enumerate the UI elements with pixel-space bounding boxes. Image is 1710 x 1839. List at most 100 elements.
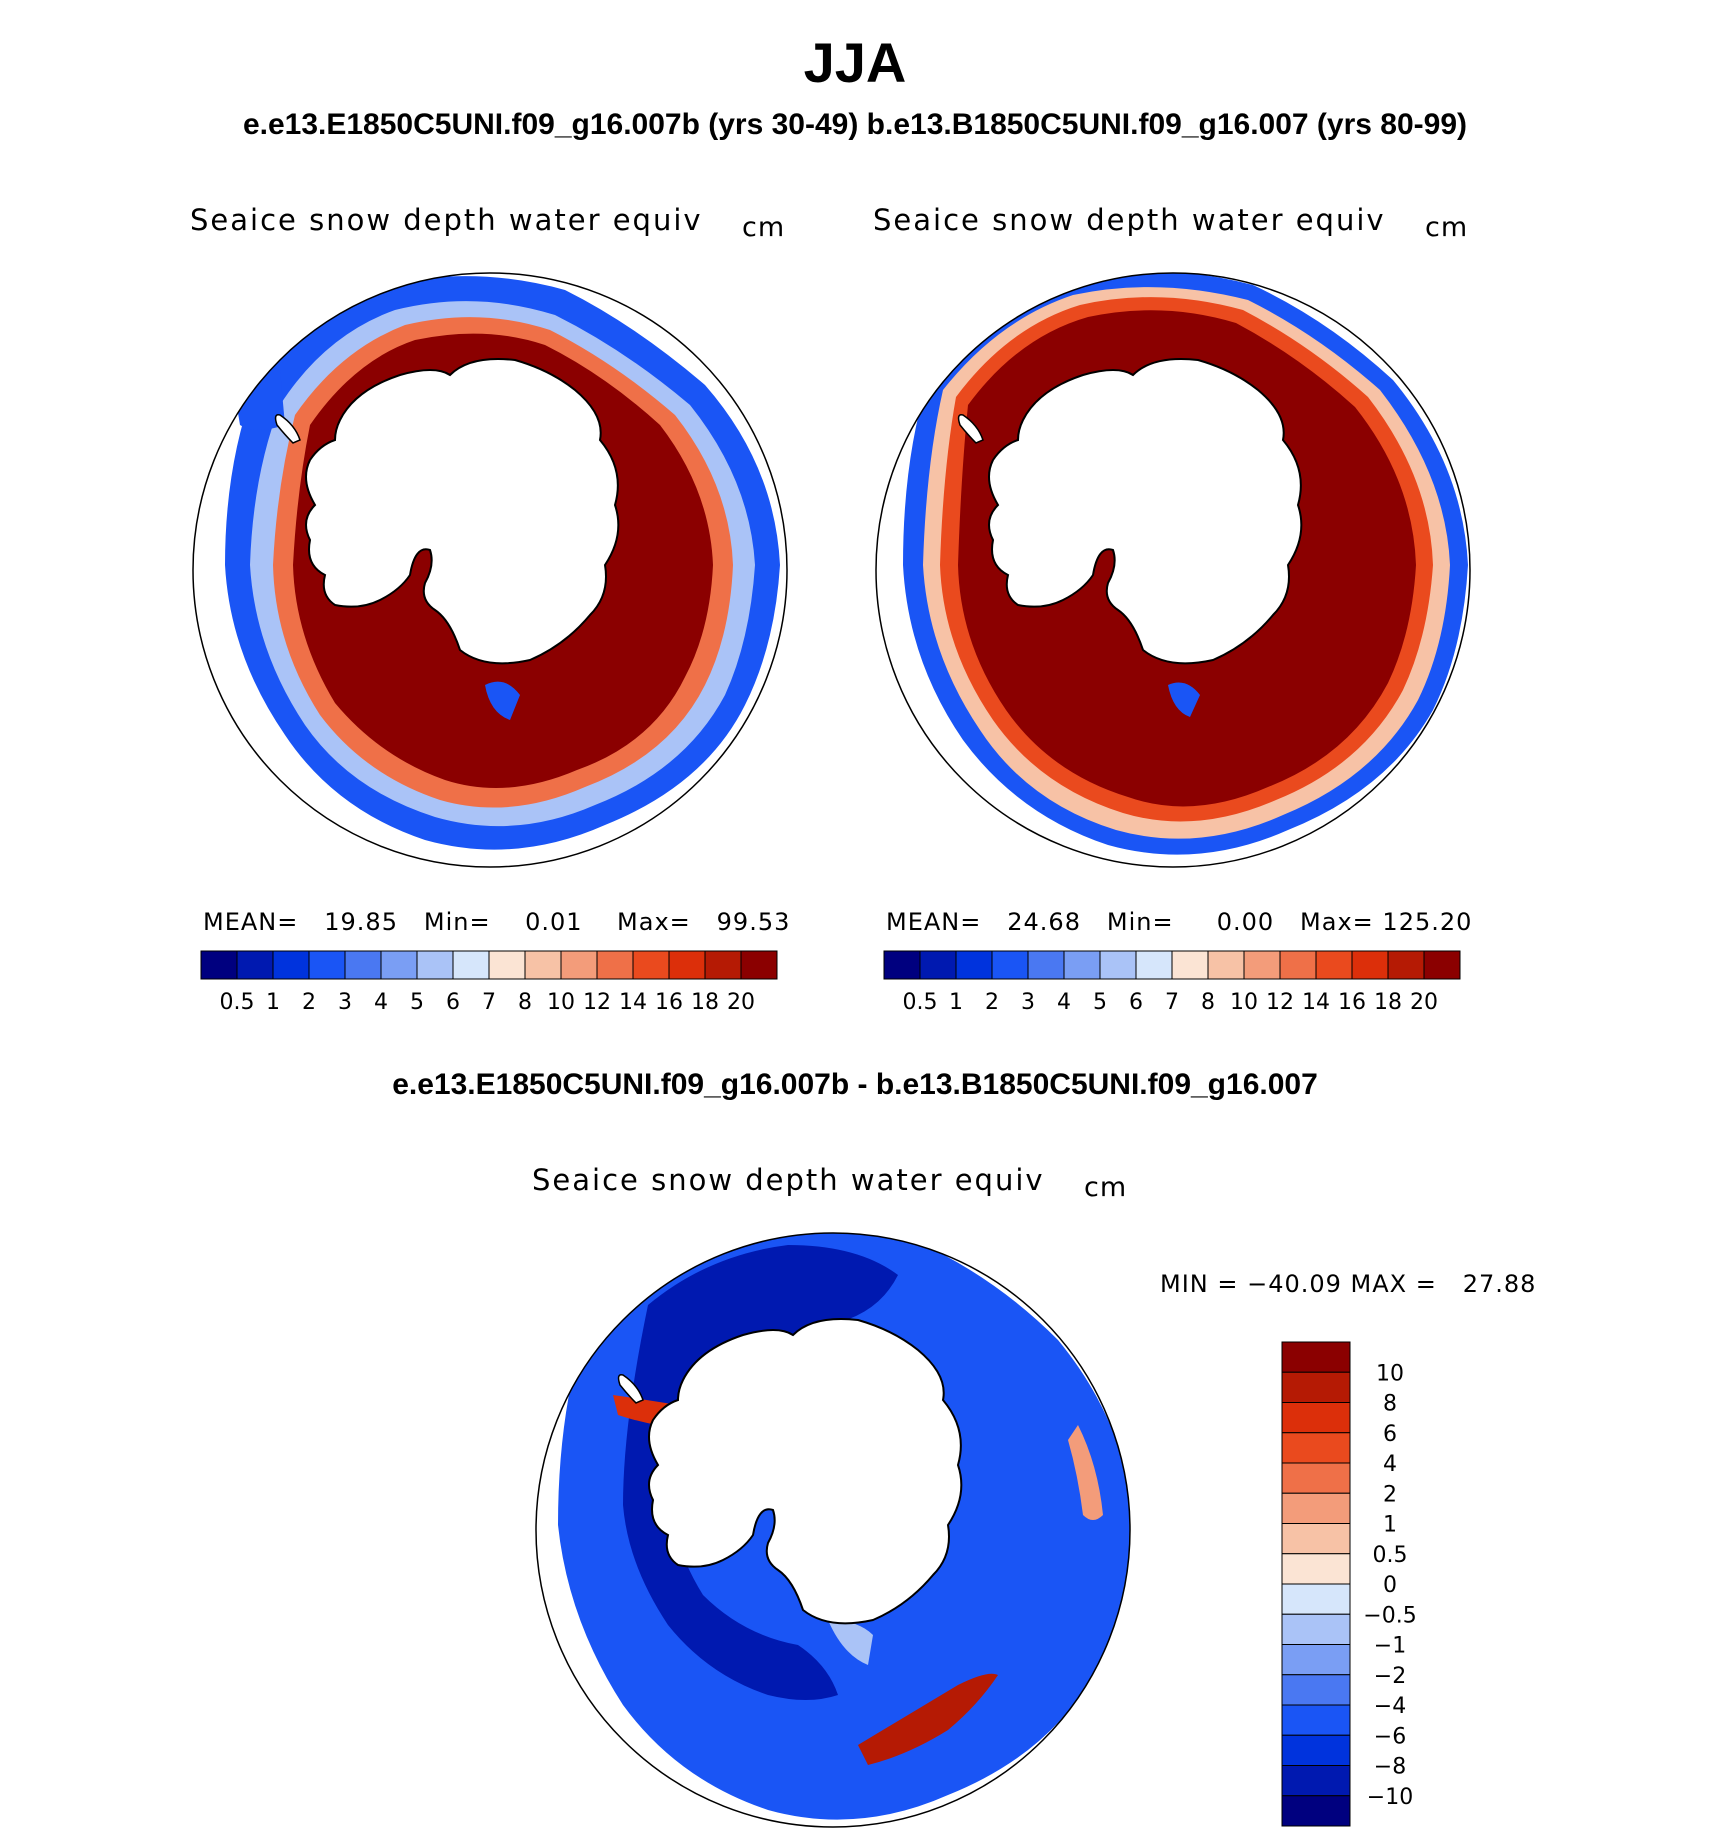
diff-colorbar-tick-label: 6 xyxy=(1383,1422,1397,1447)
panel1-min-value: 0.01 xyxy=(525,908,583,936)
panel2-colorbar-swatch xyxy=(919,950,957,980)
diff-unit-label: cm xyxy=(1084,1172,1128,1203)
diff-colorbar-swatch xyxy=(1281,1613,1351,1645)
panel2-colorbar-swatch xyxy=(1387,950,1425,980)
panel1-colorbar-swatch xyxy=(740,950,778,980)
panel2-variable-label: Seaice snow depth water equiv xyxy=(873,203,1386,237)
panel2-colorbar-tick-label: 8 xyxy=(1201,990,1215,1015)
panel1-unit-label: cm xyxy=(742,212,786,243)
panel1-antarctica xyxy=(305,358,620,665)
diff-map xyxy=(535,1232,1131,1828)
panel2-ice-blue-patch xyxy=(1168,682,1200,717)
panel1-colorbar-tick-label: 16 xyxy=(655,990,683,1015)
panel1-colorbar-swatch xyxy=(452,950,490,980)
panel2-colorbar-tick-label: 4 xyxy=(1057,990,1071,1015)
panel2-map xyxy=(875,272,1471,868)
diff-colorbar-swatch xyxy=(1281,1734,1351,1766)
panel2-min-value: 0.00 xyxy=(1216,908,1275,936)
panel2-peninsula xyxy=(957,413,984,444)
panel2-stats: MEAN= 24.68 Min= 0.00 Max= 125.20 xyxy=(886,908,1472,936)
diff-colorbar-tick-label: −0.5 xyxy=(1363,1603,1416,1628)
panel1-colorbar-tick-label: 3 xyxy=(338,990,352,1015)
panel1-colorbar-swatch xyxy=(704,950,742,980)
diff-colorbar-tick-label: −8 xyxy=(1374,1755,1406,1780)
diff-colorbar-tick-label: 10 xyxy=(1376,1361,1404,1386)
panel1-colorbar-swatch xyxy=(560,950,598,980)
panel2-colorbar-tick-label: 20 xyxy=(1410,990,1438,1015)
panel1-mean-value: 19.85 xyxy=(324,908,398,936)
panel2-map-boundary xyxy=(875,272,1471,868)
diff-colorbar-tick-label: 0.5 xyxy=(1373,1543,1408,1568)
diff-map-boundary xyxy=(535,1232,1131,1828)
panel2-colorbar-swatch xyxy=(1207,950,1245,980)
panel2-colorbar-swatch xyxy=(955,950,993,980)
panel1-colorbar-tick-label: 0.5 xyxy=(220,990,255,1015)
panel1-colorbar-tick-label: 2 xyxy=(302,990,316,1015)
panel1-colorbar-swatch xyxy=(344,950,382,980)
diff-colorbar-tick-label: 2 xyxy=(1383,1482,1397,1507)
diff-colorbar-swatch xyxy=(1281,1402,1351,1434)
panel1-colorbar-tick-label: 6 xyxy=(446,990,460,1015)
diff-colorbar-tick-label: −4 xyxy=(1374,1694,1406,1719)
panel2-colorbar-swatch xyxy=(1243,950,1281,980)
panel1-colorbar-swatch xyxy=(488,950,526,980)
panel2-colorbar-tick-label: 16 xyxy=(1338,990,1366,1015)
panel2-colorbar-swatch xyxy=(1279,950,1317,980)
panel1-ice-blue-patch2 xyxy=(485,681,520,720)
panel2-colorbar-tick-label: 0.5 xyxy=(903,990,938,1015)
panel2-colorbar-swatch xyxy=(1135,950,1173,980)
diff-minmax: MIN = −40.09 MAX = 27.88 xyxy=(1160,1270,1537,1298)
diff-colorbar-swatch xyxy=(1281,1462,1351,1494)
panel2-colorbar-tick-label: 12 xyxy=(1266,990,1294,1015)
panel1-peninsula xyxy=(274,413,301,444)
panel1-map xyxy=(192,272,788,868)
panel2-colorbar-tick-label: 7 xyxy=(1165,990,1179,1015)
panel2-colorbar-swatch xyxy=(1315,950,1353,980)
panel1-colorbar-tick-label: 7 xyxy=(482,990,496,1015)
panel1-max-label: Max= xyxy=(617,908,691,936)
panel2-mean-value: 24.68 xyxy=(1007,908,1081,936)
page-title: JJA xyxy=(803,31,907,94)
panel1-colorbar-tick-label: 14 xyxy=(619,990,647,1015)
diff-colorbar-swatch xyxy=(1281,1583,1351,1615)
diff-colorbar-tick-label: −2 xyxy=(1374,1664,1406,1689)
panel1-mean-label: MEAN= xyxy=(203,908,299,936)
diff-colorbar-swatch xyxy=(1281,1704,1351,1736)
panel2-colorbar-tick-label: 18 xyxy=(1374,990,1402,1015)
panel1-colorbar-tick-label: 12 xyxy=(583,990,611,1015)
diff-colorbar-tick-label: −10 xyxy=(1367,1785,1413,1810)
panel1-colorbar-tick-label: 18 xyxy=(691,990,719,1015)
panel1-colorbar-tick-label: 4 xyxy=(374,990,388,1015)
panel1-colorbar-tick-label: 5 xyxy=(410,990,424,1015)
panel2-colorbar-tick-label: 14 xyxy=(1302,990,1330,1015)
panel2-antarctica xyxy=(988,358,1303,665)
panel1-colorbar-swatch xyxy=(308,950,346,980)
diff-colorbar-tick-label: −1 xyxy=(1374,1634,1406,1659)
panel2-colorbar-swatch xyxy=(1027,950,1065,980)
diff-colorbar-swatch xyxy=(1281,1644,1351,1676)
diff-colorbar: 10 8 6 4 2 1 0.5 0 −0.5 −1 −2 −4 −6 −8 −10 xyxy=(1281,1341,1417,1827)
panel2-colorbar-swatch xyxy=(1351,950,1389,980)
diff-peninsula xyxy=(617,1373,644,1404)
panel1-colorbar-tick-label: 10 xyxy=(547,990,575,1015)
diff-ice-red-ross xyxy=(858,1673,998,1765)
panel1-stats: MEAN= 19.85 Min= 0.01 Max= 99.53 xyxy=(203,908,790,936)
cases-subtitle: e.e13.E1850C5UNI.f09_g16.007b (yrs 30-49… xyxy=(242,108,1468,141)
diff-colorbar-tick-label: 1 xyxy=(1383,1513,1397,1538)
panel1-colorbar-swatch xyxy=(380,950,418,980)
panel1-colorbar-swatch xyxy=(200,950,238,980)
diff-colorbar-swatch xyxy=(1281,1492,1351,1524)
panel1-colorbar-tick-label: 20 xyxy=(727,990,755,1015)
panel2-colorbar-swatch xyxy=(1423,950,1461,980)
diff-ice-lightblue-patch xyxy=(828,1620,873,1665)
panel1-colorbar-swatch xyxy=(272,950,310,980)
diff-colorbar-swatch xyxy=(1281,1523,1351,1555)
panel1-colorbar-swatch xyxy=(596,950,634,980)
panel2-colorbar-swatch xyxy=(883,950,921,980)
panel2-colorbar-swatch xyxy=(991,950,1029,980)
diff-ice-lightred-east xyxy=(1068,1425,1103,1520)
panel2-unit-label: cm xyxy=(1425,212,1469,243)
diff-colorbar-swatch xyxy=(1281,1432,1351,1464)
diff-colorbar-swatch xyxy=(1281,1765,1351,1797)
panel1-max-value: 99.53 xyxy=(716,908,791,936)
